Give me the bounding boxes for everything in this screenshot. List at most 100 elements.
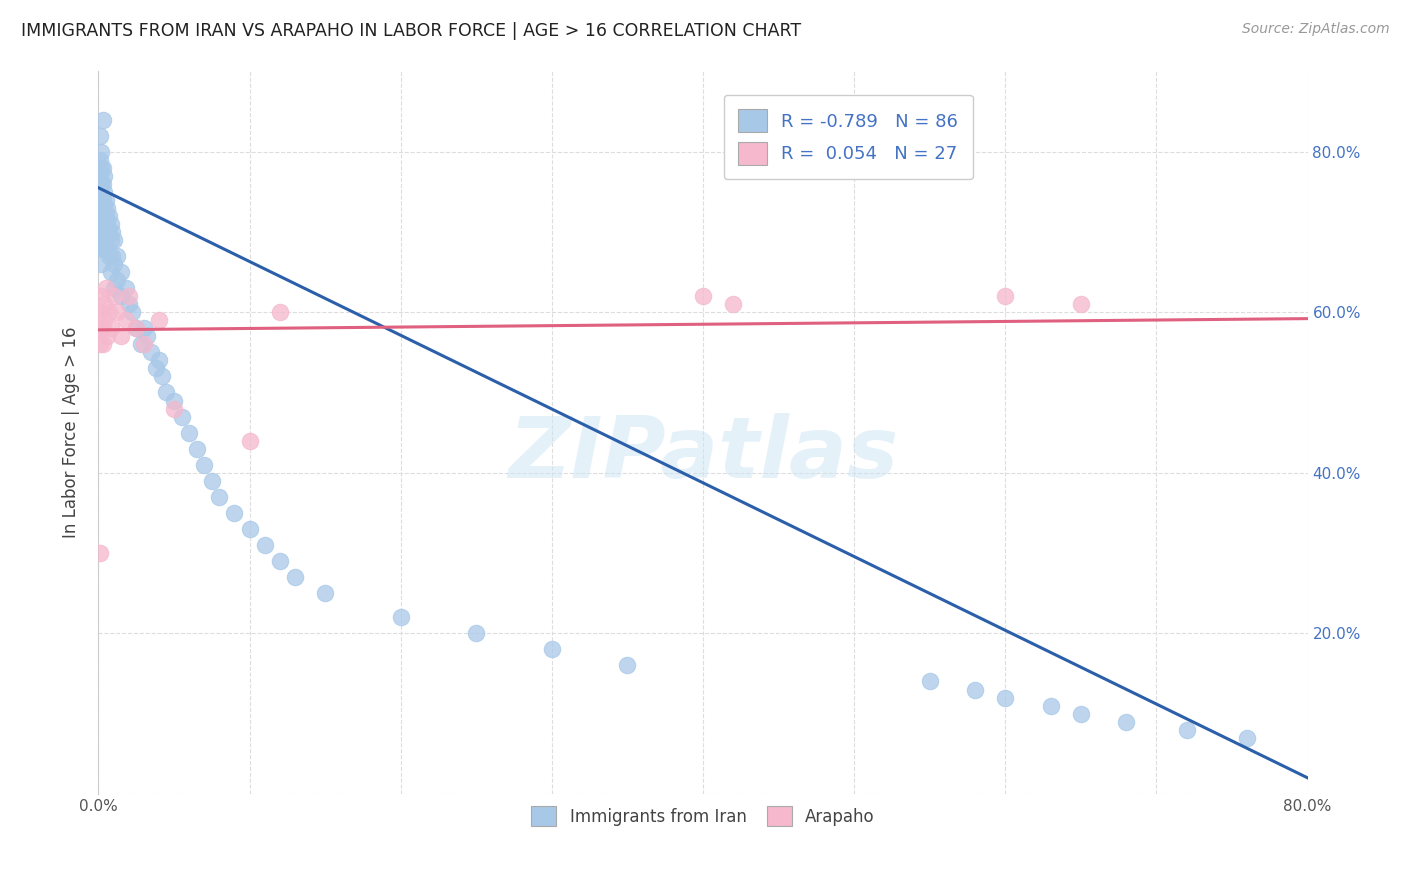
Point	[96, 201, 118, 215]
Point	[253, 538, 276, 552]
Point	[93, 201, 115, 215]
Point	[269, 554, 291, 568]
Point	[132, 337, 155, 351]
Point	[90, 177, 112, 191]
Point	[224, 506, 246, 520]
Point	[723, 297, 745, 311]
Point	[100, 265, 122, 279]
Point	[90, 209, 112, 223]
Text: ZIPatlas: ZIPatlas	[508, 413, 898, 496]
Point	[89, 201, 111, 215]
Point	[89, 241, 111, 255]
Point	[91, 321, 114, 335]
Point	[93, 233, 115, 247]
Point	[89, 185, 111, 199]
Point	[90, 289, 112, 303]
Point	[91, 241, 114, 255]
Point	[96, 217, 118, 231]
Point	[89, 128, 111, 143]
Point	[94, 193, 117, 207]
Point	[118, 297, 141, 311]
Point	[103, 289, 125, 303]
Point	[91, 177, 114, 191]
Point	[110, 289, 132, 303]
Point	[163, 393, 186, 408]
Point	[90, 225, 112, 239]
Point	[90, 241, 112, 255]
Point	[89, 321, 111, 335]
Point	[89, 169, 111, 183]
Point	[110, 329, 132, 343]
Point	[90, 257, 112, 271]
Point	[103, 257, 125, 271]
Point	[284, 570, 307, 584]
Point	[110, 265, 132, 279]
Point	[132, 321, 155, 335]
Point	[96, 329, 118, 343]
Point	[155, 385, 177, 400]
Point	[239, 434, 262, 448]
Point	[94, 209, 117, 223]
Point	[1236, 731, 1258, 745]
Point	[163, 401, 186, 416]
Point	[91, 112, 114, 127]
Point	[90, 305, 112, 319]
Point	[135, 329, 157, 343]
Point	[94, 281, 117, 295]
Point	[98, 209, 121, 223]
Point	[101, 249, 124, 263]
Point	[114, 281, 136, 295]
Point	[100, 321, 122, 335]
Point	[201, 474, 224, 488]
Point	[91, 209, 114, 223]
Point	[540, 642, 562, 657]
Point	[1039, 698, 1062, 713]
Point	[148, 313, 170, 327]
Point	[90, 193, 112, 207]
Point	[141, 345, 163, 359]
Point	[93, 297, 115, 311]
Point	[89, 193, 111, 207]
Point	[121, 305, 143, 319]
Point	[91, 161, 114, 175]
Point	[90, 161, 112, 175]
Point	[389, 610, 412, 624]
Point	[103, 233, 125, 247]
Point	[105, 305, 128, 319]
Point	[150, 369, 173, 384]
Point	[93, 185, 115, 199]
Point	[129, 337, 152, 351]
Point	[100, 233, 122, 247]
Point	[125, 321, 148, 335]
Point	[114, 313, 136, 327]
Legend: Immigrants from Iran, Arapaho: Immigrants from Iran, Arapaho	[517, 793, 889, 839]
Text: IMMIGRANTS FROM IRAN VS ARAPAHO IN LABOR FORCE | AGE > 16 CORRELATION CHART: IMMIGRANTS FROM IRAN VS ARAPAHO IN LABOR…	[21, 22, 801, 40]
Point	[148, 353, 170, 368]
Point	[170, 409, 193, 424]
Point	[918, 674, 941, 689]
Point	[89, 217, 111, 231]
Point	[208, 490, 231, 504]
Point	[465, 626, 488, 640]
Point	[98, 249, 121, 263]
Point	[89, 546, 111, 560]
Point	[239, 522, 262, 536]
Point	[269, 305, 291, 319]
Point	[91, 193, 114, 207]
Point	[179, 425, 201, 440]
Point	[100, 217, 122, 231]
Point	[1070, 706, 1092, 721]
Point	[125, 321, 148, 335]
Y-axis label: In Labor Force | Age > 16: In Labor Force | Age > 16	[62, 326, 80, 539]
Point	[616, 658, 638, 673]
Point	[118, 289, 141, 303]
Point	[692, 289, 714, 303]
Point	[314, 586, 336, 600]
Point	[89, 209, 111, 223]
Point	[98, 305, 121, 319]
Point	[91, 337, 114, 351]
Point	[93, 217, 115, 231]
Point	[145, 361, 167, 376]
Point	[1070, 297, 1092, 311]
Point	[103, 281, 125, 295]
